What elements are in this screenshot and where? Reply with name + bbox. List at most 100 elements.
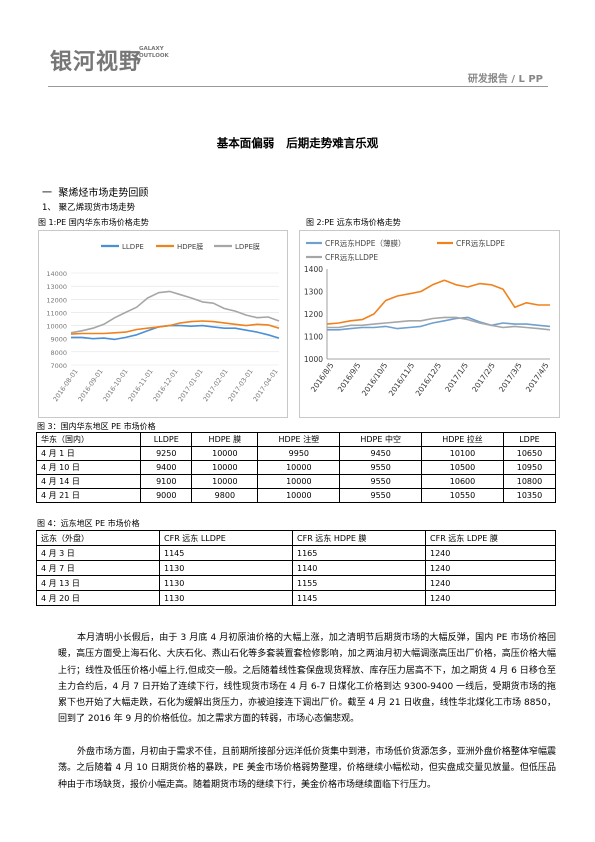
table4-caption: 图 4：远东地区 PE 市场价格 xyxy=(37,519,140,528)
table-cell: 1165 xyxy=(292,545,426,561)
table-cell: 1130 xyxy=(159,560,293,576)
table-cell: 10000 xyxy=(191,446,259,461)
x-tick-label: 2016-09-01 xyxy=(76,368,104,404)
legend-label: LLDPE xyxy=(122,243,144,251)
x-tick-label: 2017/3/5 xyxy=(497,361,524,394)
table-cell: 10350 xyxy=(502,488,557,503)
x-tick-label: 2017/2/5 xyxy=(470,361,497,394)
x-tick-label: 2017-01-01 xyxy=(176,368,204,404)
legend-label: LDPE膜 xyxy=(235,242,260,251)
y-tick-label: 1300 xyxy=(304,288,323,297)
legend-label: CFR远东LLDPE xyxy=(325,252,378,262)
table-cell: 9950 xyxy=(257,446,341,461)
report-label: 研发报告 / L PP xyxy=(467,74,543,85)
table-cell: 1130 xyxy=(159,590,293,606)
series-line xyxy=(70,320,280,335)
document-title: 基本面偏弱 后期走势难言乐观 xyxy=(216,136,379,150)
table-header-row: 远东（外盘） CFR 远东 LLDPE CFR 远东 HDPE 膜 CFR 远东… xyxy=(36,530,556,546)
body-paragraph: 外盘市场方面，月初由于需求不佳，且前期所接部分远洋低价货集中到港，市场低价货源怎… xyxy=(58,747,556,790)
table-cell: 9400 xyxy=(140,460,193,475)
table-cell: 1155 xyxy=(292,575,426,591)
series-line xyxy=(326,279,550,325)
table-row: 4 月 21 日 9000 9800 10000 9550 10550 1035… xyxy=(35,488,557,503)
table-cell: 4 月 21 日 xyxy=(35,488,142,503)
table-row: 4 月 10 日 9400 10000 10000 9550 10500 109… xyxy=(35,460,557,475)
table-row: 4 月 13 日 1130 1155 1240 xyxy=(36,575,556,591)
logo-english-line1: GALAXY xyxy=(139,46,164,52)
table-cell: 10600 xyxy=(421,474,504,489)
y-tick-label: 13000 xyxy=(46,283,67,291)
table-cell: 10500 xyxy=(421,460,504,475)
east-china-price-table: 华东（国内） LLDPE HDPE 膜 HDPE 注塑 HDPE 中空 HDPE… xyxy=(35,432,557,503)
table-cell: 4 月 3 日 xyxy=(36,545,160,561)
table-cell: 9100 xyxy=(140,474,193,489)
x-tick-label: 2017/4/5 xyxy=(524,361,551,394)
table-cell: 10550 xyxy=(421,488,504,503)
table-cell: 4 月 13 日 xyxy=(36,575,160,591)
table-header-cell: HDPE 注塑 xyxy=(257,432,341,447)
series-line xyxy=(70,290,280,334)
table-cell: 10000 xyxy=(257,488,341,503)
table-cell: 4 月 7 日 xyxy=(36,560,160,576)
legend-label: CFR远东LDPE xyxy=(456,238,505,248)
table-header-cell: HDPE 中空 xyxy=(339,432,423,447)
x-tick-label: 2017-02-01 xyxy=(201,368,229,404)
table-cell: 4 月 10 日 xyxy=(35,460,142,475)
table-cell: 10000 xyxy=(191,474,259,489)
table-row: 4 月 1 日 9250 10000 9950 9450 10100 10650 xyxy=(35,446,557,461)
table-cell: 9550 xyxy=(339,460,423,475)
table-cell: 4 月 1 日 xyxy=(35,446,142,461)
table-cell: 1145 xyxy=(292,590,426,606)
figure2-caption: 图 2:PE 远东市场价格走势 xyxy=(306,218,401,227)
x-tick-label: 2017-04-01 xyxy=(251,368,279,404)
chart-far-east-pe-price: 1400 1300 1200 1100 1000 2016/8/5 2016/9/5 2016… xyxy=(299,230,560,418)
table-cell: 1240 xyxy=(425,560,556,576)
chart-east-china-pe-price: 14000 13000 12000 11000 10000 9000 8000 7000 201… xyxy=(38,230,288,418)
table-cell: 9550 xyxy=(339,474,423,489)
x-tick-label: 2016/11/5 xyxy=(387,361,417,398)
table-cell: 10100 xyxy=(421,446,504,461)
table-cell: 4 月 14 日 xyxy=(35,474,142,489)
y-tick-label: 8000 xyxy=(50,349,67,357)
table-cell: 4 月 20 日 xyxy=(36,590,160,606)
series-line xyxy=(327,316,551,331)
legend-label: CFR远东HDPE（薄膜） xyxy=(325,238,405,248)
table-header-cell: CFR 远东 LDPE 膜 xyxy=(425,530,556,546)
table-cell: 10000 xyxy=(257,460,341,475)
y-tick-label: 7000 xyxy=(50,362,67,370)
x-tick-label: 2017/1/5 xyxy=(443,361,470,394)
logo-chinese: 银河视野 xyxy=(50,50,143,75)
table-row: 4 月 20 日 1130 1145 1240 xyxy=(36,590,556,606)
y-tick-label: 1400 xyxy=(304,265,323,274)
table-row: 4 月 14 日 9100 10000 10000 9550 10600 108… xyxy=(35,474,557,489)
table-cell: 10650 xyxy=(502,446,557,461)
table-row: 4 月 3 日 1145 1165 1240 xyxy=(36,545,556,561)
x-tick-label: 2016/9/5 xyxy=(336,361,363,394)
x-tick-label: 2017-03-01 xyxy=(226,368,254,404)
table3-caption: 图 3：国内华东地区 PE 市场价格 xyxy=(37,422,156,431)
header-divider xyxy=(48,86,548,87)
x-tick-label: 2016-12-01 xyxy=(151,368,179,404)
figure1-caption: 图 1:PE 国内华东市场价格走势 xyxy=(38,218,149,227)
body-paragraph: 本月清明小长假后，由于 3 月底 4 月初原油价格的大幅上涨，加之清明节后期货市… xyxy=(58,633,556,725)
x-tick-label: 2016/12/5 xyxy=(414,361,444,398)
table-cell: 1240 xyxy=(425,590,556,606)
x-tick-label: 2016-11-01 xyxy=(126,368,154,404)
x-tick-label: 2016/8/5 xyxy=(309,361,336,394)
table-row: 4 月 7 日 1130 1140 1240 xyxy=(36,560,556,576)
table-header-cell: CFR 远东 HDPE 膜 xyxy=(292,530,426,546)
table-cell: 9450 xyxy=(339,446,423,461)
table-header-cell: CFR 远东 LLDPE xyxy=(159,530,293,546)
table-cell: 9250 xyxy=(140,446,193,461)
y-tick-label: 14000 xyxy=(46,270,67,278)
y-tick-label: 1100 xyxy=(304,333,323,342)
subsection-heading: 1、 聚乙烯现货市场走势 xyxy=(42,203,136,213)
table-header-cell: HDPE 拉丝 xyxy=(421,432,504,447)
y-tick-label: 10000 xyxy=(46,323,67,331)
table-cell: 9000 xyxy=(140,488,193,503)
series-line xyxy=(327,316,551,331)
table-cell: 9550 xyxy=(339,488,423,503)
series-line xyxy=(71,324,280,341)
table-header-cell: HDPE 膜 xyxy=(191,432,259,447)
y-tick-label: 1200 xyxy=(304,310,323,319)
